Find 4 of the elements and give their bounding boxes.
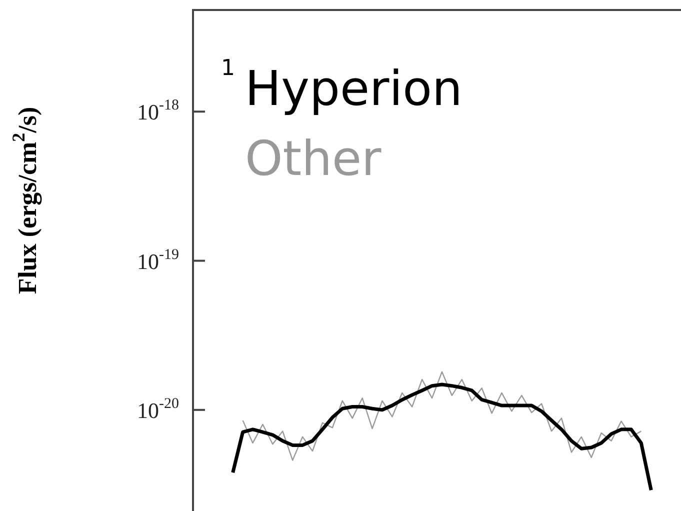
text: Other bbox=[245, 131, 382, 187]
text: Hyperion bbox=[245, 61, 462, 117]
annotation: 1 bbox=[221, 56, 235, 81]
y-axis-title: Flux (ergs/cm2/s) bbox=[8, 106, 42, 294]
